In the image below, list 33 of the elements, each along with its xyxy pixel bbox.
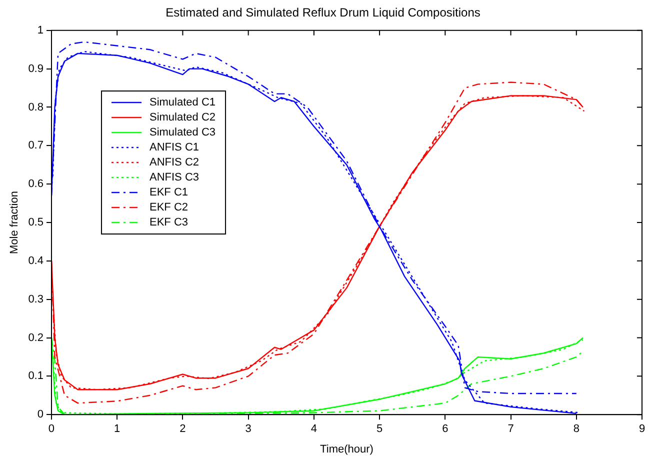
legend-label: EKF C2 <box>149 202 188 214</box>
legend-label: Simulated C1 <box>149 96 216 109</box>
x-tick-label: 0 <box>48 423 55 436</box>
x-axis-title: Time(hour) <box>320 443 374 456</box>
y-axis-title: Mole fraction <box>8 191 21 254</box>
y-tick-label: 0.6 <box>28 178 44 190</box>
y-tick-label: 0.7 <box>28 140 44 152</box>
x-tick-label: 6 <box>442 423 448 436</box>
y-tick-label: 0 <box>37 408 44 421</box>
x-tick-label: 1 <box>114 423 120 436</box>
y-tick-label: 1 <box>37 24 44 36</box>
y-tick-label: 0.4 <box>28 254 44 267</box>
y-tick-label: 0.3 <box>28 293 44 306</box>
legend-label: EKF C3 <box>149 216 188 229</box>
x-tick-label: 7 <box>508 423 514 436</box>
y-tick-label: 0.9 <box>28 62 44 75</box>
y-tick-label: 0.5 <box>28 216 44 229</box>
legend-label: ANFIS C2 <box>149 156 200 169</box>
y-tick-label: 0.2 <box>28 332 44 344</box>
legend-label: ANFIS C1 <box>149 142 200 154</box>
chart-title: Estimated and Simulated Reflux Drum Liquid Compositions <box>166 6 480 20</box>
legend-label: ANFIS C3 <box>149 172 200 184</box>
y-tick-label: 0.1 <box>28 370 44 382</box>
x-tick-label: 4 <box>310 423 317 436</box>
y-tick-label: 0.8 <box>28 101 44 114</box>
x-tick-label: 8 <box>573 423 580 436</box>
x-tick-label: 9 <box>638 423 646 436</box>
legend-label: Simulated C2 <box>149 112 216 124</box>
legend-label: EKF C1 <box>149 186 188 199</box>
legend-label: Simulated C3 <box>149 126 216 139</box>
x-tick-label: 2 <box>180 423 186 436</box>
x-tick-label: 5 <box>376 423 383 436</box>
x-tick-label: 3 <box>245 423 252 436</box>
